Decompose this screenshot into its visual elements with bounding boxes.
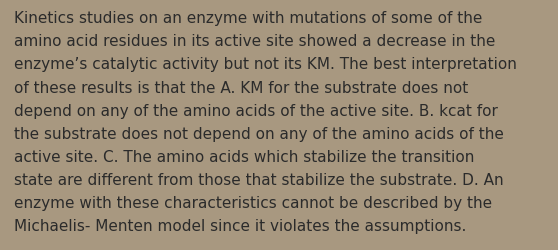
Text: state are different from those that stabilize the substrate. D. An: state are different from those that stab… — [14, 172, 503, 187]
Text: enzyme’s catalytic activity but not its KM. The best interpretation: enzyme’s catalytic activity but not its … — [14, 57, 517, 72]
Text: the substrate does not depend on any of the amino acids of the: the substrate does not depend on any of … — [14, 126, 504, 141]
Text: depend on any of the amino acids of the active site. B. kcat for: depend on any of the amino acids of the … — [14, 103, 498, 118]
Text: Michaelis- Menten model since it violates the assumptions.: Michaelis- Menten model since it violate… — [14, 218, 466, 233]
Text: Kinetics studies on an enzyme with mutations of some of the: Kinetics studies on an enzyme with mutat… — [14, 11, 482, 26]
Text: of these results is that the A. KM for the substrate does not: of these results is that the A. KM for t… — [14, 80, 468, 95]
Text: amino acid residues in its active site showed a decrease in the: amino acid residues in its active site s… — [14, 34, 496, 49]
Text: enzyme with these characteristics cannot be described by the: enzyme with these characteristics cannot… — [14, 195, 492, 210]
Text: active site. C. The amino acids which stabilize the transition: active site. C. The amino acids which st… — [14, 149, 474, 164]
